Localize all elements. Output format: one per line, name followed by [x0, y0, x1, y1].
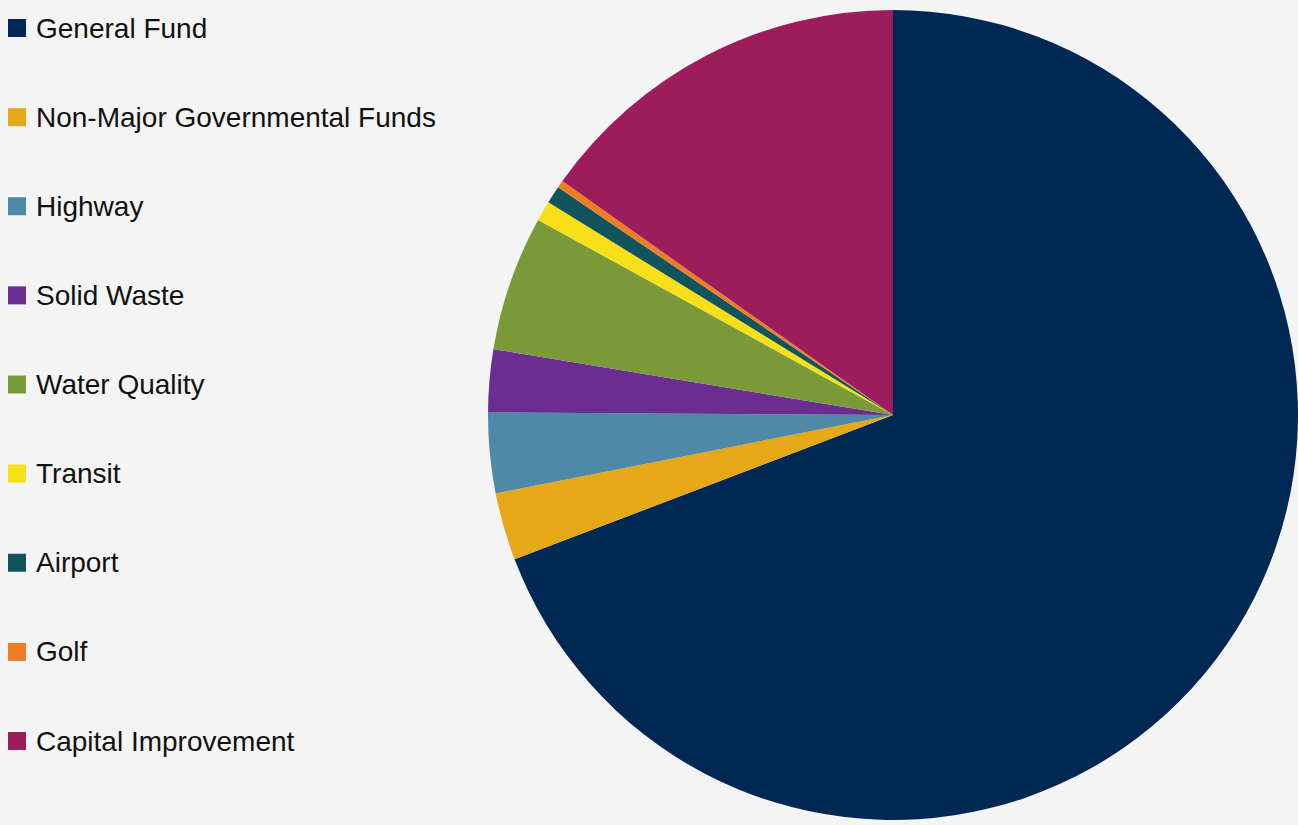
legend-item: Non-Major Governmental Funds [8, 102, 436, 133]
background [0, 0, 1298, 825]
legend-swatch [8, 19, 26, 37]
legend-swatch [8, 732, 26, 750]
legend-item: Water Quality [8, 369, 205, 400]
legend-label: Water Quality [36, 369, 205, 400]
pie-slice [562, 10, 893, 415]
legend-swatch [8, 286, 26, 304]
pie-slice [488, 412, 893, 493]
legend-item: Transit [8, 458, 121, 489]
legend-swatch [8, 197, 26, 215]
legend-label: Golf [36, 636, 88, 667]
legend-item: Airport [8, 547, 119, 578]
legend-label: Capital Improvement [36, 726, 295, 757]
legend-swatch [8, 376, 26, 394]
legend-label: Transit [36, 458, 121, 489]
legend-item: Golf [8, 636, 88, 667]
legend-label: General Fund [36, 13, 207, 44]
legend-item: Capital Improvement [8, 726, 295, 757]
legend: General Fund Non-Major Governmental Funds… [8, 13, 436, 757]
legend-item: General Fund [8, 13, 207, 44]
legend-swatch [8, 554, 26, 572]
legend-label: Highway [36, 191, 143, 222]
legend-swatch [8, 643, 26, 661]
legend-item: Solid Waste [8, 280, 184, 311]
chart: General Fund Non-Major Governmental Funds… [0, 0, 1298, 825]
legend-label: Airport [36, 547, 119, 578]
legend-label: Solid Waste [36, 280, 184, 311]
legend-swatch [8, 465, 26, 483]
legend-label: Non-Major Governmental Funds [36, 102, 436, 133]
legend-item: Highway [8, 191, 143, 222]
legend-swatch [8, 108, 26, 126]
pie [488, 10, 1298, 820]
